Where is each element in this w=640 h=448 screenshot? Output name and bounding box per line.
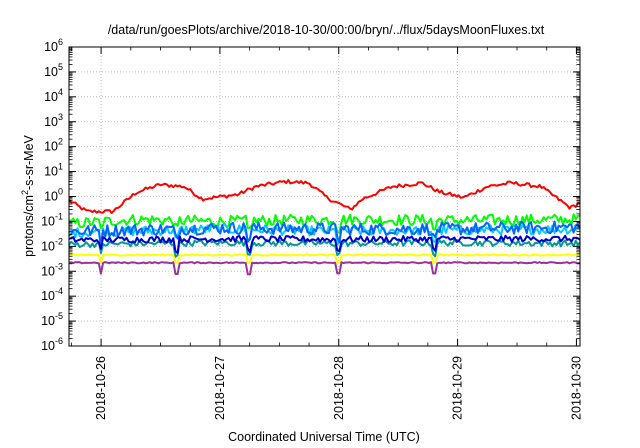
y-tick-label-base: 10 xyxy=(44,165,58,179)
y-tick-label: 104 xyxy=(44,87,63,104)
y-tick-label-exp: -2 xyxy=(55,236,63,246)
y-tick-label: 103 xyxy=(44,112,63,129)
y-tick-label: 10-5 xyxy=(41,311,63,328)
y-tick-label-exp: -6 xyxy=(55,336,63,346)
y-tick-label-exp: -5 xyxy=(55,311,63,321)
y-tick-label-exp: 3 xyxy=(58,112,63,122)
y-tick-label: 10-3 xyxy=(41,261,63,278)
y-tick-label-base: 10 xyxy=(44,65,58,79)
y-tick-label-base: 10 xyxy=(44,115,58,129)
series-line-7 xyxy=(68,253,581,264)
y-tick-label: 10-6 xyxy=(41,336,63,353)
y-tick-label-exp: 0 xyxy=(58,187,63,197)
y-tick-label-exp: 4 xyxy=(58,87,63,97)
y-tick-label-base: 10 xyxy=(41,314,55,328)
y-axis-label-rest: -s-sr-MeV xyxy=(22,134,36,190)
y-axis-label-base: protons/cm xyxy=(22,195,36,257)
y-tick-label-exp: -4 xyxy=(55,286,63,296)
y-tick-label: 100 xyxy=(44,187,63,204)
y-tick-label-exp: -3 xyxy=(55,261,63,271)
y-tick-label: 106 xyxy=(44,37,63,54)
x-axis-ticks: 2018-10-26 2018-10-27 2018-10-28 2018-10-29… xyxy=(70,47,583,420)
series-line-1 xyxy=(68,179,581,214)
y-tick-label-base: 10 xyxy=(44,190,58,204)
y-tick-label-base: 10 xyxy=(44,40,58,54)
y-tick-label-exp: -1 xyxy=(55,211,63,221)
y-tick-label-exp: 5 xyxy=(58,62,63,72)
series-line-6 xyxy=(68,234,581,255)
y-tick-label-base: 10 xyxy=(41,264,55,278)
series-line-2 xyxy=(68,213,581,234)
y-axis-label: protons/cm2-s-sr-MeV xyxy=(20,134,36,256)
y-tick-label: 101 xyxy=(44,162,63,179)
y-tick-label-base: 10 xyxy=(41,339,55,353)
series-lines xyxy=(68,179,581,276)
y-tick-label-exp: 6 xyxy=(58,37,63,47)
y-tick-label-base: 10 xyxy=(41,289,55,303)
chart-title: /data/run/goesPlots/archive/2018-10-30/0… xyxy=(108,23,545,37)
y-tick-label-base: 10 xyxy=(41,239,55,253)
y-tick-label: 10-4 xyxy=(41,286,63,303)
y-tick-label-base: 10 xyxy=(41,214,55,228)
y-tick-label-base: 10 xyxy=(44,90,58,104)
y-tick-label-base: 10 xyxy=(44,140,58,154)
x-tick-label: 2018-10-26 xyxy=(94,356,108,420)
y-tick-label-exp: 1 xyxy=(58,162,63,172)
y-tick-label: 10-2 xyxy=(41,236,63,253)
y-tick-label: 105 xyxy=(44,62,63,79)
series-line-8 xyxy=(68,261,581,276)
y-tick-label-exp: 2 xyxy=(58,137,63,147)
x-axis-label: Coordinated Universal Time (UTC) xyxy=(228,430,420,444)
x-tick-label: 2018-10-27 xyxy=(213,356,227,420)
x-tick-label: 2018-10-28 xyxy=(332,356,346,420)
y-tick-label: 102 xyxy=(44,137,63,154)
y-tick-label: 10-1 xyxy=(41,211,63,228)
x-tick-label: 2018-10-29 xyxy=(451,356,465,420)
series-line-4 xyxy=(68,220,581,247)
grid-lines xyxy=(69,47,580,346)
y-axis-ticks: 10-610-510-410-310-210-11001011021031041… xyxy=(41,37,580,353)
x-tick-label: 2018-10-30 xyxy=(569,356,583,420)
y-axis-label-sup: 2 xyxy=(20,190,30,195)
